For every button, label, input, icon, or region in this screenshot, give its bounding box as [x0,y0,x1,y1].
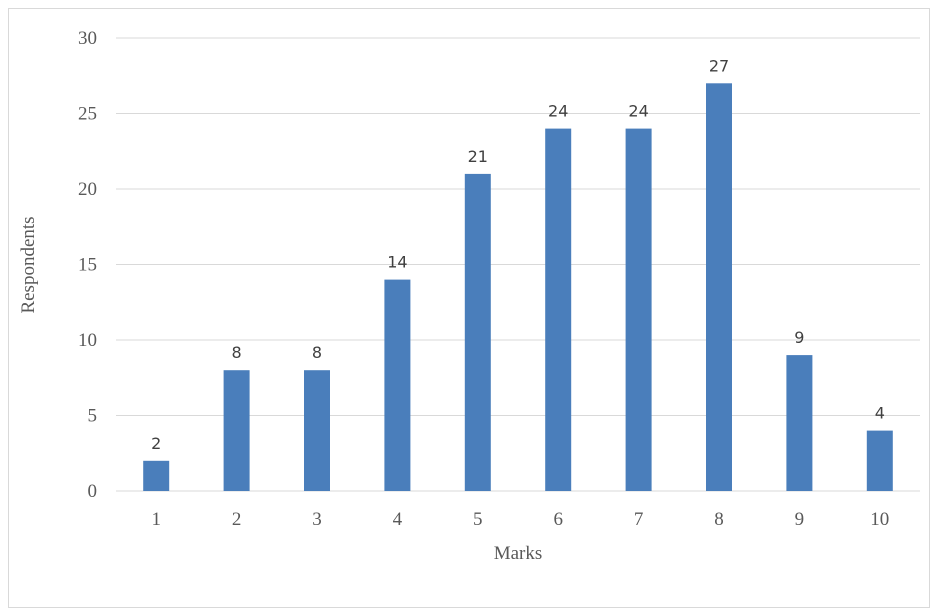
bar [304,370,330,491]
data-label: 24 [548,102,568,121]
bars [143,83,893,492]
x-tick-label: 3 [312,509,322,530]
data-label: 27 [709,56,729,75]
x-tick-label: 2 [232,509,242,530]
bar [625,128,652,491]
data-label: 14 [387,253,407,272]
x-axis-ticks: 1 2 3 4 5 6 7 8 9 10 [151,509,889,530]
bar [143,460,170,491]
bar [545,128,572,491]
x-tick-label: 4 [393,509,403,530]
x-tick-label: 8 [714,509,724,530]
data-label: 21 [468,147,488,166]
data-label: 24 [628,102,648,121]
bar-chart: 0 5 10 15 20 25 30 2 8 8 14 21 24 24 27 9 4 1 2 3 4 5 6 7 8 9 10… [18,28,920,564]
data-label: 8 [312,343,322,362]
bar [223,370,250,491]
x-tick-label: 7 [634,509,644,530]
bar [786,355,813,491]
data-label: 4 [875,404,885,423]
x-tick-label: 10 [870,509,889,530]
bar [384,279,411,491]
y-tick-label: 25 [78,104,97,125]
bar [866,430,893,491]
gridlines [116,37,920,492]
data-label: 8 [232,343,242,362]
y-tick-label: 30 [78,28,97,49]
bar [706,83,732,492]
data-labels: 2 8 8 14 21 24 24 27 9 4 [151,56,885,453]
x-tick-label: 6 [553,509,563,530]
y-tick-label: 20 [78,179,97,200]
x-axis-title: Marks [494,543,543,564]
x-tick-label: 9 [795,509,805,530]
data-label: 2 [151,434,161,453]
y-tick-label: 0 [88,481,98,502]
y-tick-label: 10 [78,330,97,351]
data-label: 9 [794,328,804,347]
x-tick-label: 5 [473,509,483,530]
y-tick-label: 15 [78,255,97,276]
y-tick-label: 5 [88,406,98,427]
y-axis-ticks: 0 5 10 15 20 25 30 [78,28,97,502]
bar [464,173,491,491]
x-tick-label: 1 [151,509,161,530]
y-axis-title: Respondents [18,216,39,313]
